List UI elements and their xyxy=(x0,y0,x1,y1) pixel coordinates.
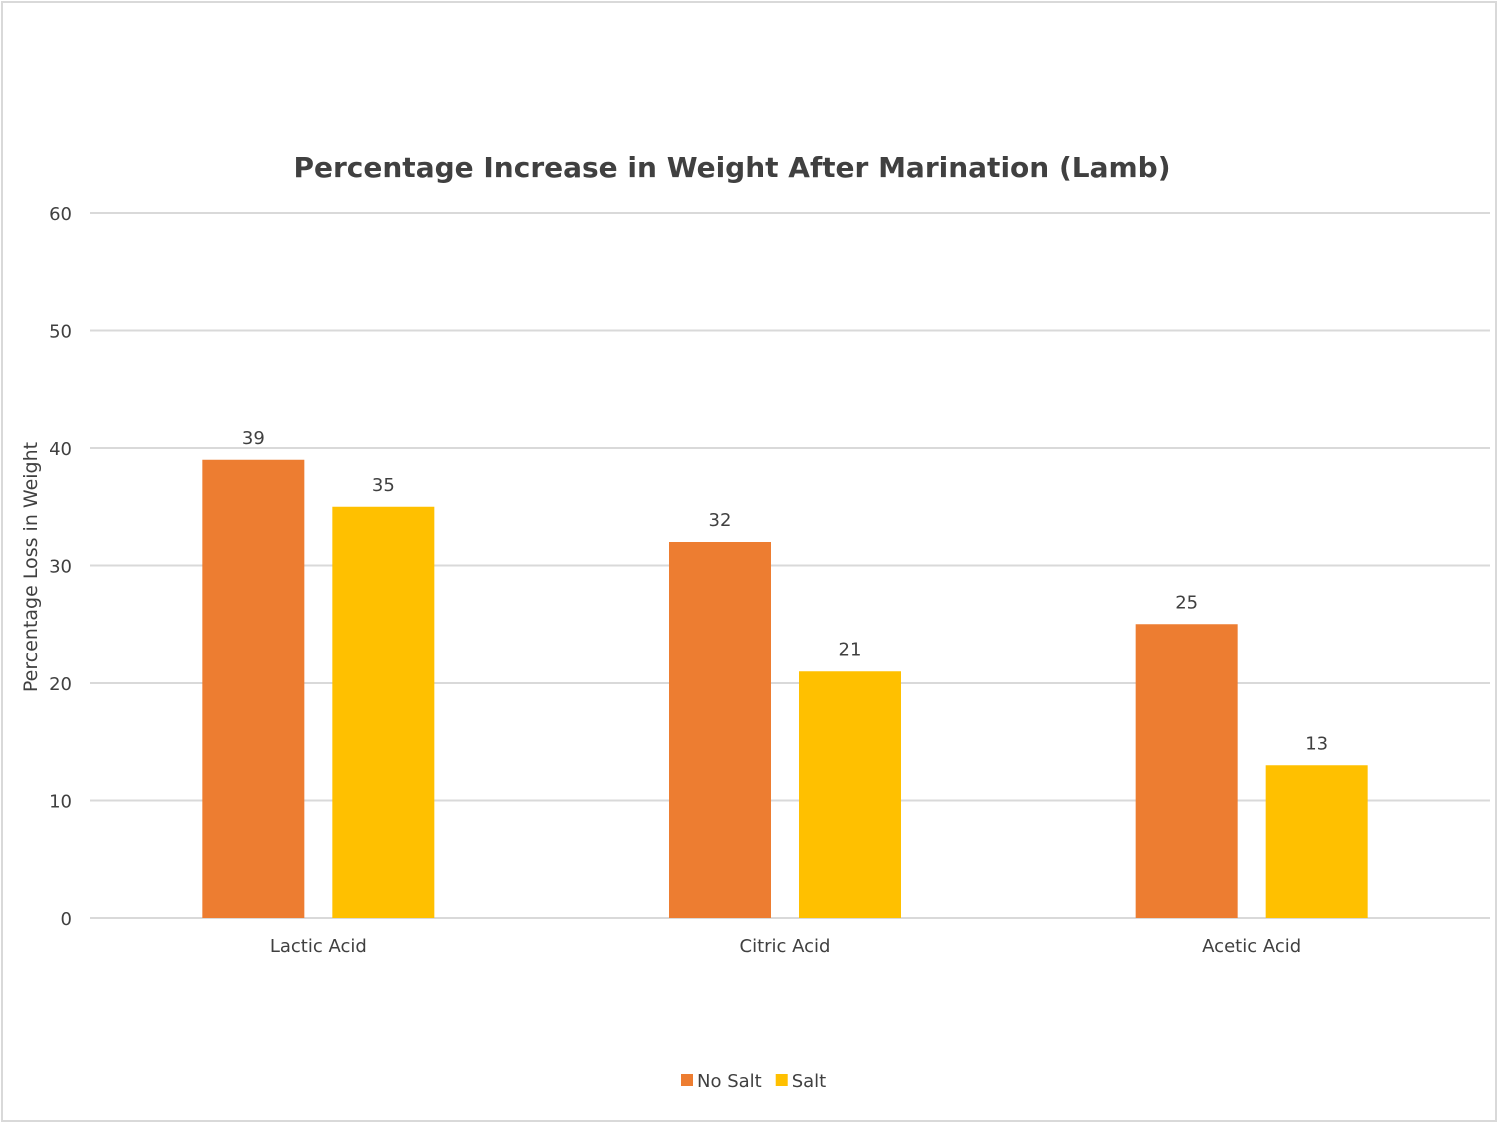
y-tick-label: 60 xyxy=(49,204,72,225)
bar-salt xyxy=(1265,765,1368,918)
bar-no-salt xyxy=(202,459,305,918)
bar-salt xyxy=(799,671,901,918)
bar-salt xyxy=(332,506,435,918)
x-tick-label: Acetic Acid xyxy=(1202,936,1301,957)
y-tick-label: 40 xyxy=(49,439,72,460)
data-label: 32 xyxy=(709,510,732,531)
legend-label: No Salt xyxy=(697,1071,762,1092)
data-label: 25 xyxy=(1175,592,1198,613)
data-label: 39 xyxy=(242,428,265,449)
x-tick-label: Lactic Acid xyxy=(270,936,367,957)
bar-no-salt xyxy=(1135,624,1238,918)
legend-label: Salt xyxy=(792,1071,827,1092)
data-label: 21 xyxy=(839,639,862,660)
y-tick-label: 0 xyxy=(61,909,72,930)
legend-swatch xyxy=(775,1074,788,1086)
bar-no-salt xyxy=(669,542,771,918)
data-label: 13 xyxy=(1305,733,1328,754)
y-tick-label: 10 xyxy=(49,792,72,813)
legend-swatch xyxy=(681,1074,693,1086)
y-axis-label: Percentage Loss in Weight xyxy=(20,442,42,692)
y-tick-label: 30 xyxy=(49,557,72,578)
y-tick-label: 50 xyxy=(49,322,72,343)
data-label: 35 xyxy=(372,475,395,496)
y-tick-label: 20 xyxy=(49,674,72,695)
x-tick-label: Citric Acid xyxy=(740,936,831,957)
chart-title: Percentage Increase in Weight After Mari… xyxy=(293,151,1170,184)
